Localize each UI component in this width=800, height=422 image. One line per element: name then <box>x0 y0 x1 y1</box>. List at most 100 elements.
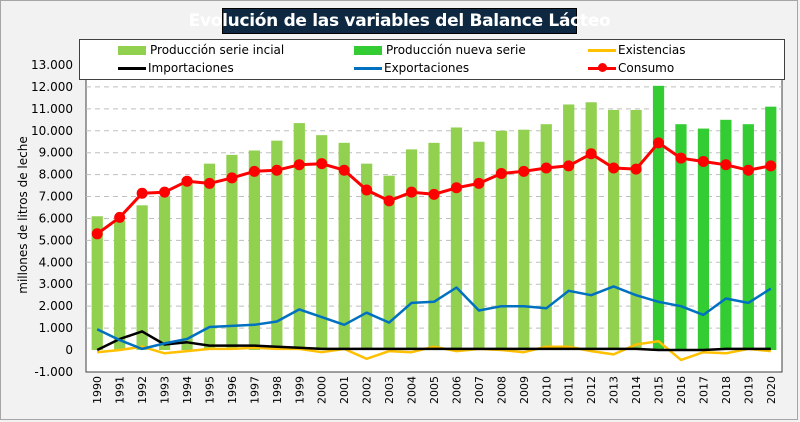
x-tick-label: 1997 <box>248 376 261 404</box>
data-point-consumo <box>136 187 148 199</box>
legend-label: Existencias <box>618 43 686 57</box>
y-tick-label: 12.000 <box>31 80 73 94</box>
data-point-consumo <box>563 160 575 172</box>
data-point-consumo <box>248 165 260 177</box>
data-point-consumo <box>293 159 305 171</box>
legend-label: Producción nueva serie <box>386 43 526 57</box>
data-point-consumo <box>406 186 418 198</box>
x-tick-label: 2012 <box>585 376 598 404</box>
data-point-consumo <box>338 164 350 176</box>
bar <box>495 130 507 350</box>
x-tick-label: 2011 <box>563 376 576 404</box>
x-tick-label: 1996 <box>226 376 239 404</box>
x-tick-label: 2000 <box>316 376 329 404</box>
data-point-consumo <box>203 177 215 189</box>
bar <box>675 124 687 350</box>
data-point-consumo <box>585 148 597 160</box>
legend-item-importaciones: Importaciones <box>118 61 234 75</box>
data-point-consumo <box>473 177 485 189</box>
x-tick-label: 2018 <box>720 376 733 404</box>
y-tick-label: 10.000 <box>31 124 73 138</box>
legend-label: Exportaciones <box>384 61 470 75</box>
y-tick-label: -1.000 <box>34 365 73 379</box>
chart-title: Evolución de las variables del Balance L… <box>188 11 611 31</box>
legend-swatch-line <box>354 66 382 70</box>
legend-item-existencias: Existencias <box>588 43 686 57</box>
data-point-consumo <box>114 211 126 223</box>
x-tick-label: 2001 <box>338 376 351 404</box>
data-point-consumo <box>383 195 395 207</box>
x-tick-label: 2020 <box>765 376 778 404</box>
data-point-consumo <box>608 162 620 174</box>
data-point-consumo <box>495 168 507 180</box>
x-tick-label: 2006 <box>450 376 463 404</box>
bar <box>742 124 754 350</box>
bar <box>630 109 642 350</box>
x-tick-label: 2019 <box>742 376 755 404</box>
bar <box>720 119 732 350</box>
legend-label: Importaciones <box>148 61 234 75</box>
legend-item-exportaciones: Exportaciones <box>354 61 469 75</box>
series-line-exportaciones <box>96 285 772 351</box>
x-tick-label: 2016 <box>675 376 688 404</box>
x-tick-label: 2017 <box>697 376 710 404</box>
x-tick-label: 2003 <box>383 376 396 404</box>
data-point-consumo <box>540 162 552 174</box>
y-tick-label: 1.000 <box>39 321 73 335</box>
legend-label: Producción serie incial <box>150 43 285 57</box>
y-tick-label: 4.000 <box>39 255 73 269</box>
bar <box>338 142 350 350</box>
bar <box>181 179 193 350</box>
data-point-consumo <box>720 159 732 171</box>
y-tick-label: 5.000 <box>39 233 73 247</box>
x-tick-label: 1990 <box>91 376 104 404</box>
data-point-consumo <box>675 152 687 164</box>
bar <box>608 109 620 350</box>
legend-item-produccion-serie-inicial: Producción serie incial <box>118 43 284 57</box>
bar <box>518 129 530 350</box>
bar <box>91 216 103 350</box>
bar <box>271 140 283 350</box>
y-tick-label: 3.000 <box>39 277 73 291</box>
data-point-consumo <box>765 160 777 172</box>
bars <box>91 85 777 351</box>
bar <box>450 127 463 350</box>
x-tick-label: 2010 <box>540 376 553 404</box>
bar <box>361 163 373 350</box>
bar <box>765 106 777 351</box>
bar <box>158 196 171 350</box>
data-point-consumo <box>91 228 103 240</box>
legend-swatch-line <box>588 48 616 52</box>
y-axis-ticks: -1.000 0 1.000 2.000 3.000 4.000 5.000 6.000 7.0… <box>31 58 73 379</box>
x-tick-label: 2009 <box>518 376 531 404</box>
x-tick-label: 2002 <box>361 376 374 404</box>
bar <box>540 124 552 350</box>
legend-swatch-bar <box>354 45 382 55</box>
y-axis-label: millones de litros de leche <box>16 136 30 293</box>
legend: Producción serie incial Producción nueva… <box>79 39 785 80</box>
x-tick-label: 1992 <box>136 376 149 404</box>
data-point-consumo <box>361 184 373 196</box>
series-line-existencias <box>97 339 771 362</box>
y-tick-label: 7.000 <box>39 190 73 204</box>
series-line-importaciones <box>96 330 771 352</box>
x-tick-label: 2007 <box>473 376 486 404</box>
bar <box>563 104 575 350</box>
y-tick-label: 6.000 <box>39 211 73 225</box>
x-tick-label: 2004 <box>406 376 419 404</box>
data-point-consumo <box>697 155 709 167</box>
bar <box>316 135 328 350</box>
legend-item-consumo: Consumo <box>588 61 674 75</box>
legend-swatch-line <box>118 66 146 70</box>
data-point-consumo <box>742 164 754 176</box>
bar <box>428 142 440 350</box>
bar <box>136 205 148 350</box>
bar <box>383 175 395 350</box>
y-tick-label: 2.000 <box>39 299 73 313</box>
bar <box>585 102 597 351</box>
x-tick-label: 2008 <box>495 376 508 404</box>
data-point-consumo <box>428 188 440 200</box>
bar <box>652 85 665 351</box>
bar <box>248 150 260 350</box>
